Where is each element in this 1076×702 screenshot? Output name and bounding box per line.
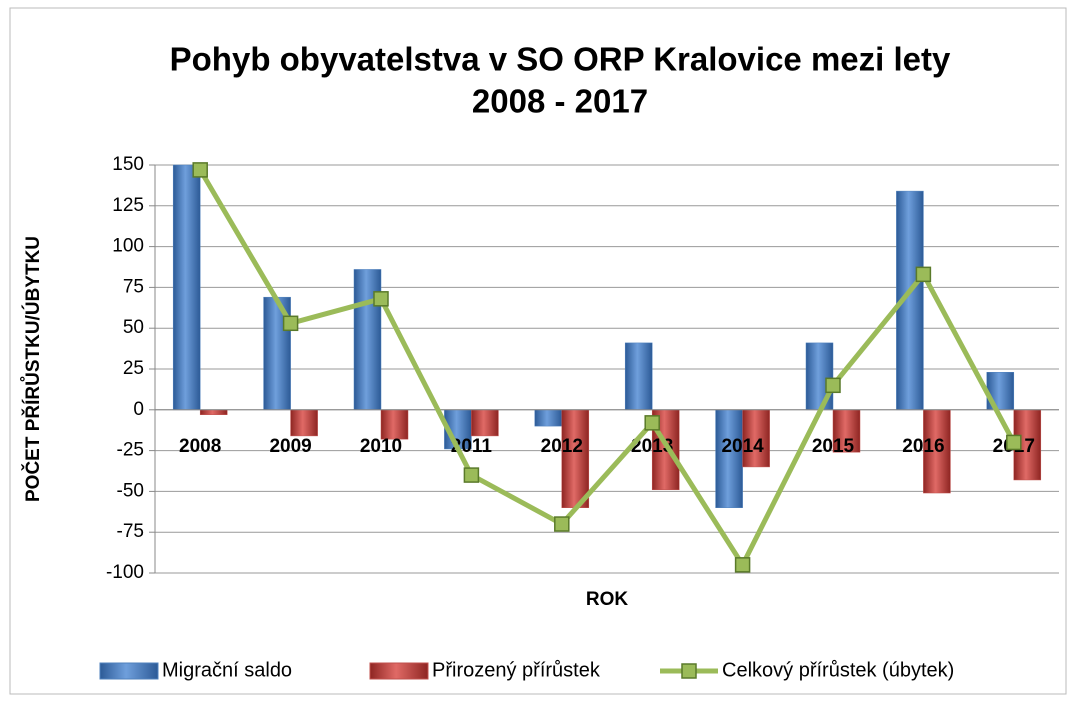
- x-tick-label: 2012: [541, 436, 583, 457]
- marker: [734, 557, 751, 573]
- x-tick-label: 2010: [360, 436, 402, 457]
- bar: [923, 409, 951, 494]
- bar: [534, 409, 563, 427]
- legend-label: Celkový přírůstek (úbytek): [722, 659, 954, 681]
- bar: [353, 269, 382, 411]
- y-tick-label: 150: [112, 154, 144, 175]
- bar: [172, 164, 201, 411]
- bar: [290, 409, 318, 437]
- legend-label: Migrační saldo: [162, 659, 292, 681]
- x-tick-label: 2014: [721, 436, 764, 457]
- marker: [644, 415, 660, 431]
- y-tick-label: 0: [133, 399, 144, 420]
- legend-swatch: [99, 662, 159, 680]
- line: [198, 168, 1017, 568]
- legend-label: Přirozený přírůstek: [432, 659, 601, 681]
- x-tick-label: 2016: [902, 436, 944, 457]
- chart-title: Pohyb obyvatelstva v SO ORP Kralovice me…: [170, 41, 951, 78]
- x-tick-label: 2015: [812, 436, 855, 457]
- bar: [742, 409, 770, 468]
- bar: [832, 409, 861, 453]
- marker: [463, 467, 480, 483]
- x-tick-label: 2009: [269, 436, 311, 457]
- y-tick-label: -50: [117, 480, 144, 501]
- bar: [624, 342, 653, 411]
- marker: [192, 162, 208, 178]
- bar: [380, 409, 409, 440]
- marker: [282, 315, 299, 332]
- y-axis-title: POČET PŘÍRŮSTKU/ÚBYTKU: [21, 236, 44, 502]
- y-tick-label: 25: [123, 358, 144, 379]
- y-tick-label: -25: [117, 440, 144, 461]
- y-tick-label: 100: [112, 236, 144, 257]
- marker: [1006, 434, 1022, 451]
- marker: [373, 291, 389, 307]
- bar: [805, 342, 834, 411]
- bar: [471, 409, 499, 437]
- bar: [199, 409, 228, 415]
- bar: [561, 409, 590, 508]
- y-tick-label: 50: [123, 317, 144, 338]
- legend-swatch: [681, 663, 697, 679]
- legend-swatch: [369, 662, 429, 680]
- chart-title: 2008 - 2017: [472, 83, 648, 120]
- marker: [825, 377, 841, 394]
- x-axis-title: ROK: [586, 589, 629, 610]
- x-tick-label: 2008: [179, 436, 221, 457]
- y-tick-label: -100: [106, 562, 144, 583]
- y-tick-label: 75: [123, 276, 144, 297]
- marker: [915, 266, 932, 283]
- marker: [554, 516, 570, 532]
- y-tick-label: 125: [112, 195, 144, 216]
- bar: [715, 409, 743, 508]
- y-tick-label: -75: [117, 521, 144, 542]
